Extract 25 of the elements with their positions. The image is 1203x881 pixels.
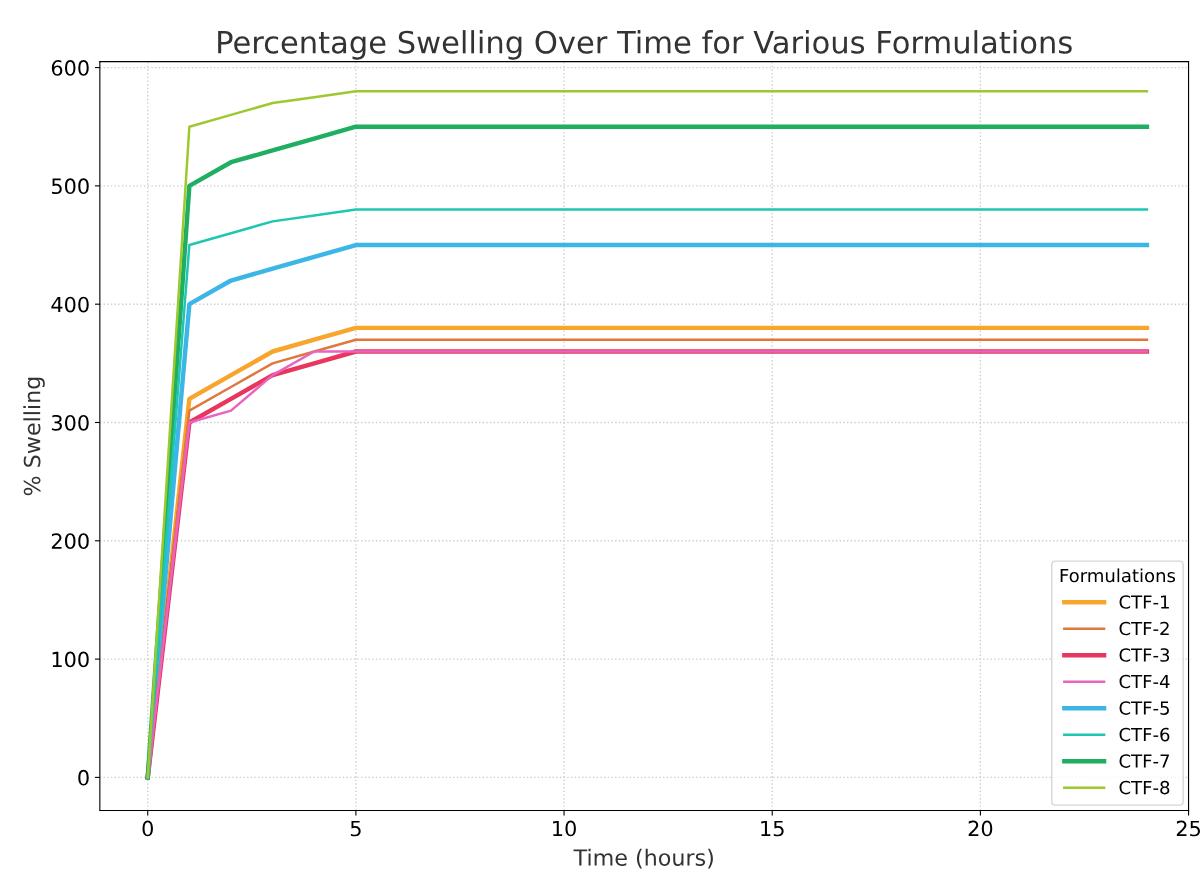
x-tick-label: 5 bbox=[350, 820, 361, 837]
y-tick-label: 0 bbox=[78, 769, 89, 786]
y-axis-title: % Swelling bbox=[23, 377, 45, 496]
y-tick-label: 400 bbox=[51, 296, 89, 313]
x-tick-label: 20 bbox=[968, 820, 993, 837]
y-tick-label: 200 bbox=[51, 533, 89, 549]
x-tick-label: 15 bbox=[761, 820, 784, 837]
x-tick-label: 25 bbox=[1176, 820, 1200, 837]
legend-label: CTF-6 bbox=[1119, 727, 1170, 742]
legend-title: Formulations bbox=[1060, 568, 1176, 583]
legend-label: CTF-1 bbox=[1119, 595, 1169, 609]
x-tick-label: 0 bbox=[142, 820, 153, 837]
y-tick-label: 600 bbox=[51, 60, 89, 76]
y-tick-label: 100 bbox=[52, 651, 89, 668]
legend-label: CTF-8 bbox=[1119, 780, 1170, 795]
legend-label: CTF-7 bbox=[1119, 754, 1169, 768]
legend-label: CTF-3 bbox=[1119, 648, 1170, 662]
legend-label: CTF-4 bbox=[1119, 674, 1170, 689]
x-axis-title: Time (hours) bbox=[573, 848, 713, 869]
legend-label: CTF-5 bbox=[1119, 701, 1169, 715]
legend-label: CTF-2 bbox=[1119, 621, 1169, 636]
x-tick-label: 10 bbox=[553, 820, 576, 837]
y-tick-label: 500 bbox=[51, 178, 89, 195]
chart-title: Percentage Swelling Over Time for Various Formulations bbox=[218, 30, 1072, 60]
y-tick-label: 300 bbox=[51, 414, 89, 431]
